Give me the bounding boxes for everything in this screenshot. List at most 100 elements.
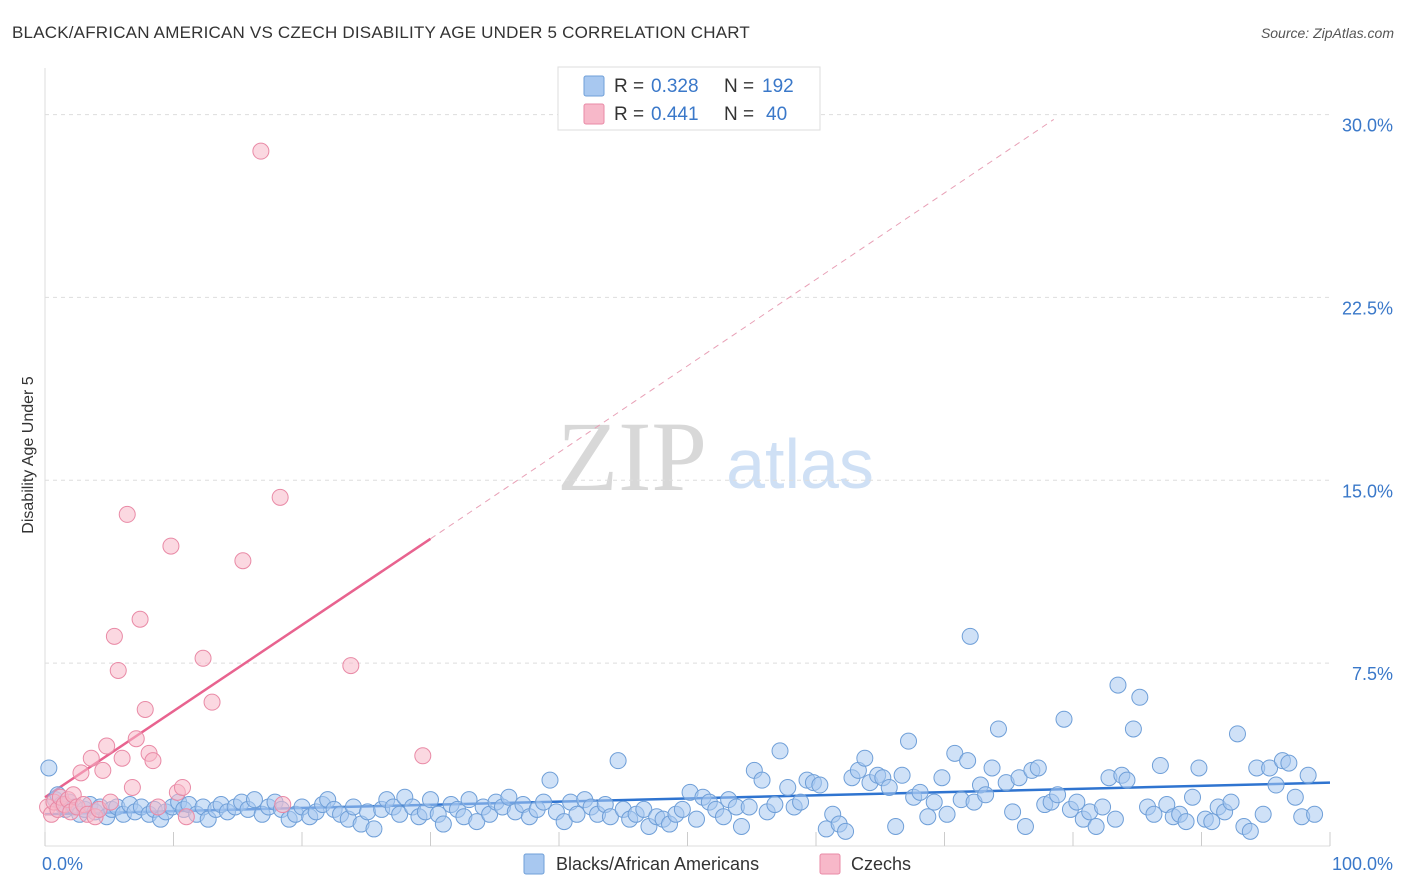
data-point-czechs	[177, 808, 195, 826]
legend-bottom-swatch-pink	[819, 853, 841, 875]
data-point-blacks	[740, 798, 758, 816]
data-point-blacks	[1145, 805, 1163, 823]
watermark-atlas: atlas	[726, 425, 874, 503]
data-point-czechs	[173, 778, 191, 796]
y-tick-label: 22.5%	[1342, 298, 1393, 318]
data-point-blacks	[601, 808, 619, 826]
legend-bottom-label-pink: Czechs	[851, 854, 911, 874]
data-point-czechs	[149, 798, 167, 816]
data-point-blacks	[1228, 725, 1246, 743]
data-point-blacks	[792, 793, 810, 811]
legend-bottom-label-blue: Blacks/African Americans	[556, 854, 759, 874]
data-point-blacks	[1286, 788, 1304, 806]
data-point-blacks	[1280, 754, 1298, 772]
data-point-blacks	[933, 769, 951, 787]
data-point-blacks	[1177, 813, 1195, 831]
data-point-blacks	[911, 783, 929, 801]
data-point-czechs	[109, 661, 127, 679]
data-point-blacks	[344, 798, 362, 816]
data-point-blacks	[989, 720, 1007, 738]
data-point-czechs	[102, 793, 120, 811]
data-point-blacks	[635, 800, 653, 818]
legend-r-value-1: 0.328	[651, 76, 699, 97]
trend-line-czechs-extrapolated	[430, 119, 1055, 540]
data-point-blacks	[1094, 798, 1112, 816]
data-point-blacks	[766, 796, 784, 814]
data-point-blacks	[1106, 810, 1124, 828]
legend-bottom-swatch-blue	[523, 853, 545, 875]
data-point-czechs	[342, 657, 360, 675]
data-point-blacks	[977, 786, 995, 804]
data-point-blacks	[837, 822, 855, 840]
data-point-blacks	[1261, 759, 1279, 777]
data-point-blacks	[1068, 793, 1086, 811]
data-point-czechs	[113, 749, 131, 767]
data-point-blacks	[732, 817, 750, 835]
x-tick-label-min: 0.0%	[42, 854, 83, 874]
data-point-czechs	[136, 700, 154, 718]
legend-n-label-1: N =	[724, 76, 754, 97]
data-point-blacks	[687, 810, 705, 828]
legend-r-label-2: R =	[614, 104, 644, 125]
data-point-blacks	[391, 805, 409, 823]
data-point-blacks	[359, 803, 377, 821]
data-point-blacks	[1049, 786, 1067, 804]
trend-line-czechs	[44, 537, 432, 799]
data-point-blacks	[40, 759, 58, 777]
data-point-blacks	[811, 776, 829, 794]
data-point-blacks	[1109, 676, 1127, 694]
data-point-blacks	[555, 813, 573, 831]
data-point-blacks	[959, 752, 977, 770]
data-point-blacks	[946, 744, 964, 762]
data-point-czechs	[274, 796, 292, 814]
data-point-blacks	[245, 791, 263, 809]
x-tick-label-max: 100.0%	[1332, 854, 1393, 874]
data-point-czechs	[94, 761, 112, 779]
data-point-blacks	[1306, 805, 1324, 823]
data-point-blacks	[1203, 813, 1221, 831]
data-point-czechs	[72, 764, 90, 782]
data-point-blacks	[771, 742, 789, 760]
data-point-blacks	[880, 778, 898, 796]
data-point-blacks	[1151, 757, 1169, 775]
data-point-blacks	[1222, 793, 1240, 811]
data-point-czechs	[234, 552, 252, 570]
data-point-blacks	[1254, 805, 1272, 823]
data-point-blacks	[925, 793, 943, 811]
data-point-blacks	[1190, 759, 1208, 777]
data-point-blacks	[1184, 788, 1202, 806]
data-point-blacks	[500, 788, 518, 806]
data-point-czechs	[414, 747, 432, 765]
legend-r-value-2: 0.441	[651, 104, 699, 125]
legend-n-value-1: 192	[762, 76, 794, 97]
data-point-blacks	[541, 771, 559, 789]
data-point-blacks	[1029, 759, 1047, 777]
data-point-blacks	[535, 793, 553, 811]
y-tick-label: 7.5%	[1352, 664, 1393, 684]
legend-bottom: Blacks/African Americans Czechs	[523, 853, 911, 875]
gridlines: 7.5% 15.0% 22.5% 30.0%	[45, 114, 1393, 684]
axes: 0.0% 100.0%	[42, 68, 1393, 874]
data-point-blacks	[900, 732, 918, 750]
data-point-blacks	[887, 817, 905, 835]
data-point-czechs	[131, 610, 149, 628]
y-axis-label: Disability Age Under 5	[20, 376, 37, 534]
data-point-blacks	[1131, 688, 1149, 706]
data-point-czechs	[194, 649, 212, 667]
data-point-blacks	[983, 759, 1001, 777]
data-point-blacks	[468, 813, 486, 831]
watermark-zip: ZIP	[557, 401, 707, 512]
data-point-blacks	[1267, 776, 1285, 794]
data-point-blacks	[753, 771, 771, 789]
legend-swatch-blue	[583, 75, 605, 97]
data-point-blacks	[1055, 710, 1073, 728]
data-point-czechs	[162, 537, 180, 555]
data-point-blacks	[919, 808, 937, 826]
data-point-blacks	[714, 808, 732, 826]
legend-r-label-1: R =	[614, 76, 644, 97]
data-point-blacks	[1087, 817, 1105, 835]
legend-n-label-2: N =	[724, 104, 754, 125]
data-point-blacks	[673, 800, 691, 818]
data-point-blacks	[422, 791, 439, 809]
